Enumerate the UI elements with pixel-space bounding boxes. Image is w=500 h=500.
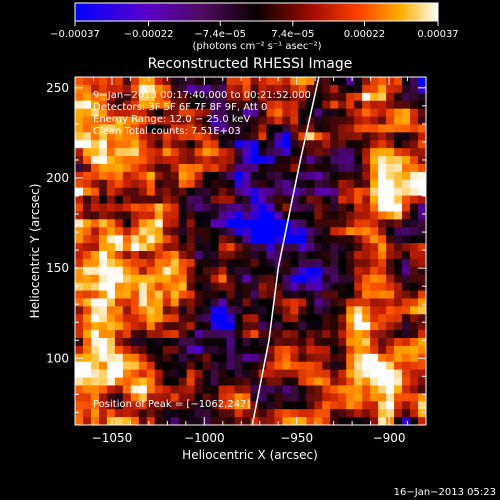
colorbar-tick-label: 0.00022	[344, 29, 385, 40]
colorbar-tick-label: −0.00022	[124, 29, 174, 40]
colorbar-ticks: −0.00037 −0.00022 −7.4e−05 7.4e−05 0.00022 0.…	[50, 21, 459, 40]
x-tick-label: −1000	[184, 431, 225, 445]
y-tick-label: 250	[46, 81, 69, 95]
plot-frame	[74, 76, 427, 426]
colorbar-unit-label: (photons cm⁻² s⁻¹ asec⁻²)	[192, 41, 321, 52]
y-axis-label: Heliocentric Y (arcsec)	[28, 184, 42, 319]
y-tick-label: 150	[46, 261, 69, 275]
limb-line	[251, 77, 320, 425]
info-line-clean: Clean Total counts: 7.51E+03	[93, 126, 241, 137]
colorbar-tick-label: 7.4e−05	[271, 29, 314, 40]
y-tick-label: 100	[46, 351, 69, 365]
info-line-energy: Energy Range: 12.0 − 25.0 keV	[93, 114, 250, 125]
info-overlay: 9−Jan−2013 00:17:40.000 to 00:21:52.000 …	[93, 90, 311, 137]
info-line-detectors: Detectors: 3F 5F 6F 7F 8F 9F, Att 0	[93, 102, 267, 113]
colorbar-tick-label: 0.00037	[417, 29, 458, 40]
x-axis-label: Heliocentric X (arcsec)	[182, 448, 318, 462]
info-line-time: 9−Jan−2013 00:17:40.000 to 00:21:52.000	[93, 90, 311, 101]
x-tick-label: −900	[373, 431, 406, 445]
colorbar-tick-label: −0.00037	[50, 29, 100, 40]
x-tick-label: −950	[280, 431, 313, 445]
peak-position-label: Position of Peak = [−1062,247]	[93, 399, 250, 410]
axes: −1050 −1000 −950 −900 100 150 200 250	[46, 77, 426, 445]
colorbar	[74, 2, 439, 22]
heatmap-image	[75, 77, 426, 425]
chart-title: Reconstructed RHESSI Image	[148, 56, 353, 72]
x-tick-label: −1050	[92, 431, 133, 445]
colorbar-tick-label: −7.4e−05	[194, 29, 246, 40]
y-tick-label: 200	[46, 171, 69, 185]
footer-timestamp: 16−Jan−2013 05:23	[394, 487, 496, 498]
